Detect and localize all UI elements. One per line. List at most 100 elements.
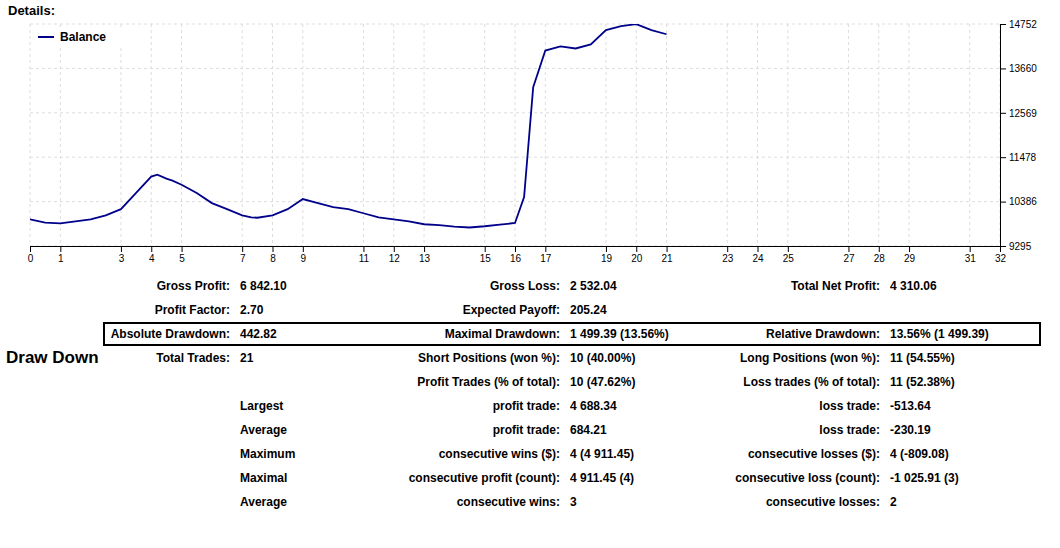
stat-label: consecutive losses:: [766, 495, 880, 509]
stat-label: consecutive wins ($):: [439, 447, 560, 461]
marks: [30, 24, 667, 227]
x-tick-label: 24: [752, 253, 764, 264]
x-tick: 9: [301, 246, 307, 264]
y-tick-label: 11478: [1009, 152, 1037, 163]
stat-value: 205.24: [570, 303, 607, 317]
y-tick: 13660: [1000, 63, 1037, 74]
y-tick-mark: [1000, 157, 1006, 158]
x-tick-mark: [303, 246, 304, 252]
grid-line-x: [787, 24, 788, 246]
x-tick: 12: [389, 246, 401, 264]
x-tick-label: 12: [389, 253, 401, 264]
stat-label: consecutive wins:: [457, 495, 560, 509]
x-tick-mark: [363, 246, 364, 252]
grid: [30, 24, 1000, 246]
x-tick: 21: [662, 246, 674, 264]
grid-line-y: [30, 157, 1000, 158]
x-tick-label: 25: [783, 253, 795, 264]
title: Details:: [8, 3, 55, 18]
x-tick-label: 1: [58, 253, 64, 264]
stat-value: 2.70: [240, 303, 264, 317]
stat-label: consecutive profit (count):: [409, 471, 560, 485]
x-tick-label: 7: [240, 253, 246, 264]
y-tick-label: 9295: [1009, 241, 1032, 252]
x-tick-mark: [151, 246, 152, 252]
stat-value: -1 025.91 (3): [890, 471, 959, 485]
x-axis: 0134578911121315161719202123242527282931…: [28, 246, 1007, 264]
stat-value: Maximal: [240, 471, 287, 485]
x-tick: 4: [149, 246, 155, 264]
x-tick-label: 13: [419, 253, 431, 264]
x-tick-mark: [424, 246, 425, 252]
x-tick: 1: [58, 246, 64, 264]
stat-label: Gross Profit:: [157, 279, 230, 293]
chart: Details:01345789111213151617192021232425…: [0, 0, 1060, 548]
grid-line-x: [242, 24, 243, 246]
stat-label: Loss trades (% of total):: [743, 375, 880, 389]
stat-value: 442.82: [240, 327, 277, 341]
grid-line-y: [30, 68, 1000, 69]
stat-label: Total Net Profit:: [791, 279, 880, 293]
grid-line-x: [515, 24, 516, 246]
y-tick-label: 14752: [1009, 19, 1037, 30]
grid-line-x: [757, 24, 758, 246]
x-tick-label: 21: [662, 253, 674, 264]
y-axis-line: [1001, 25, 1007, 247]
y-tick-mark: [1000, 113, 1006, 114]
stat-value: -230.19: [890, 423, 931, 437]
x-tick: 20: [631, 246, 643, 264]
line: [30, 24, 667, 227]
x-tick: 27: [843, 246, 855, 264]
stat-value: 4 310.06: [890, 279, 937, 293]
stat-value: 684.21: [570, 423, 607, 437]
x-tick-mark: [273, 246, 274, 252]
x-tick-mark: [758, 246, 759, 252]
x-tick-mark: [394, 246, 395, 252]
stat-value: Average: [240, 423, 287, 437]
stat-label: consecutive losses ($):: [748, 447, 880, 461]
x-tick-label: 4: [149, 253, 155, 264]
x-tick-mark: [545, 246, 546, 252]
x-tick: 15: [480, 246, 492, 264]
stat-value: Average: [240, 495, 287, 509]
x-tick-mark: [485, 246, 486, 252]
x-tick-label: 11: [359, 253, 370, 264]
x-tick-mark: [182, 246, 183, 252]
x-tick: 31: [965, 246, 977, 264]
stat-value: 4 (-809.08): [890, 447, 949, 461]
grid-line-x: [302, 24, 303, 246]
x-tick-mark: [788, 246, 789, 252]
grid-line-x: [393, 24, 394, 246]
stat-value: -513.64: [890, 399, 931, 413]
x-tick: 8: [270, 246, 276, 264]
grid-line-y: [30, 201, 1000, 202]
x-tick: 25: [783, 246, 795, 264]
stat-label: Long Positions (won %):: [740, 351, 880, 365]
stat-value: 1 499.39 (13.56%): [570, 327, 669, 341]
x-tick-mark: [636, 246, 637, 252]
x-tick-label: 0: [28, 253, 34, 264]
x-tick: 5: [179, 246, 185, 264]
drawdown-box: [104, 323, 1040, 345]
x-tick: 11: [359, 246, 370, 264]
x-axis-line: [31, 247, 1001, 253]
grid-line-x: [424, 24, 425, 246]
y-tick: 12569: [1000, 108, 1037, 119]
x-tick-label: 28: [874, 253, 886, 264]
stat-value: 2 532.04: [570, 279, 617, 293]
stat-label: consecutive loss (count):: [735, 471, 880, 485]
side-label: Draw Down: [6, 348, 99, 367]
y-tick: 10386: [1000, 196, 1037, 207]
legend-entry: Balance: [34, 29, 124, 45]
stat-label: Total Trades:: [156, 351, 230, 365]
grid-line-x: [272, 24, 273, 246]
legend-label: Balance: [60, 30, 106, 44]
stat-value: 21: [240, 351, 254, 365]
plot: 0134578911121315161719202123242527282931…: [28, 19, 1038, 264]
x-tick-label: 15: [480, 253, 492, 264]
stat-value: 13.56% (1 499.39): [890, 327, 989, 341]
x-tick-mark: [970, 246, 971, 252]
stat-value: 4 688.34: [570, 399, 617, 413]
x-tick: 13: [419, 246, 431, 264]
x-tick-mark: [30, 246, 31, 252]
